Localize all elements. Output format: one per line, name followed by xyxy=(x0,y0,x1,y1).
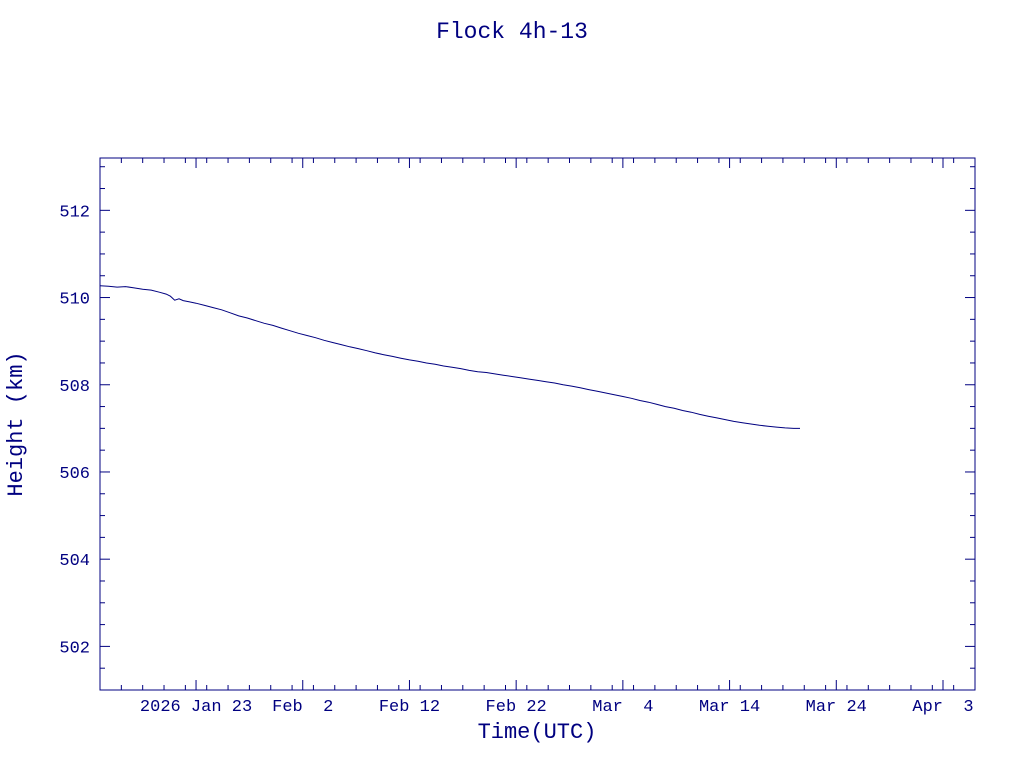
x-tick-label: Mar 24 xyxy=(806,698,867,717)
y-tick-label: 506 xyxy=(59,465,90,484)
x-tick-label: Feb 12 xyxy=(379,698,440,717)
chart-title: Flock 4h-13 xyxy=(436,19,588,45)
x-tick-label: Apr 3 xyxy=(912,698,973,717)
y-tick-label: 512 xyxy=(59,203,90,222)
x-tick-label: 2026 Jan 23 xyxy=(140,698,252,717)
x-tick-label: Feb 2 xyxy=(272,698,333,717)
y-tick-label: 510 xyxy=(59,291,90,310)
y-tick-label: 504 xyxy=(59,552,90,571)
plot-frame xyxy=(99,157,976,691)
x-tick-label: Mar 14 xyxy=(699,698,760,717)
x-tick-label: Mar 4 xyxy=(592,698,653,717)
x-tick-label: Feb 22 xyxy=(486,698,547,717)
x-axis-title: Time(UTC) xyxy=(478,720,597,745)
y-tick-label: 508 xyxy=(59,378,90,397)
y-tick-label: 502 xyxy=(59,639,90,658)
height-series-line xyxy=(99,285,800,429)
y-axis-title: Height (km) xyxy=(4,351,29,496)
